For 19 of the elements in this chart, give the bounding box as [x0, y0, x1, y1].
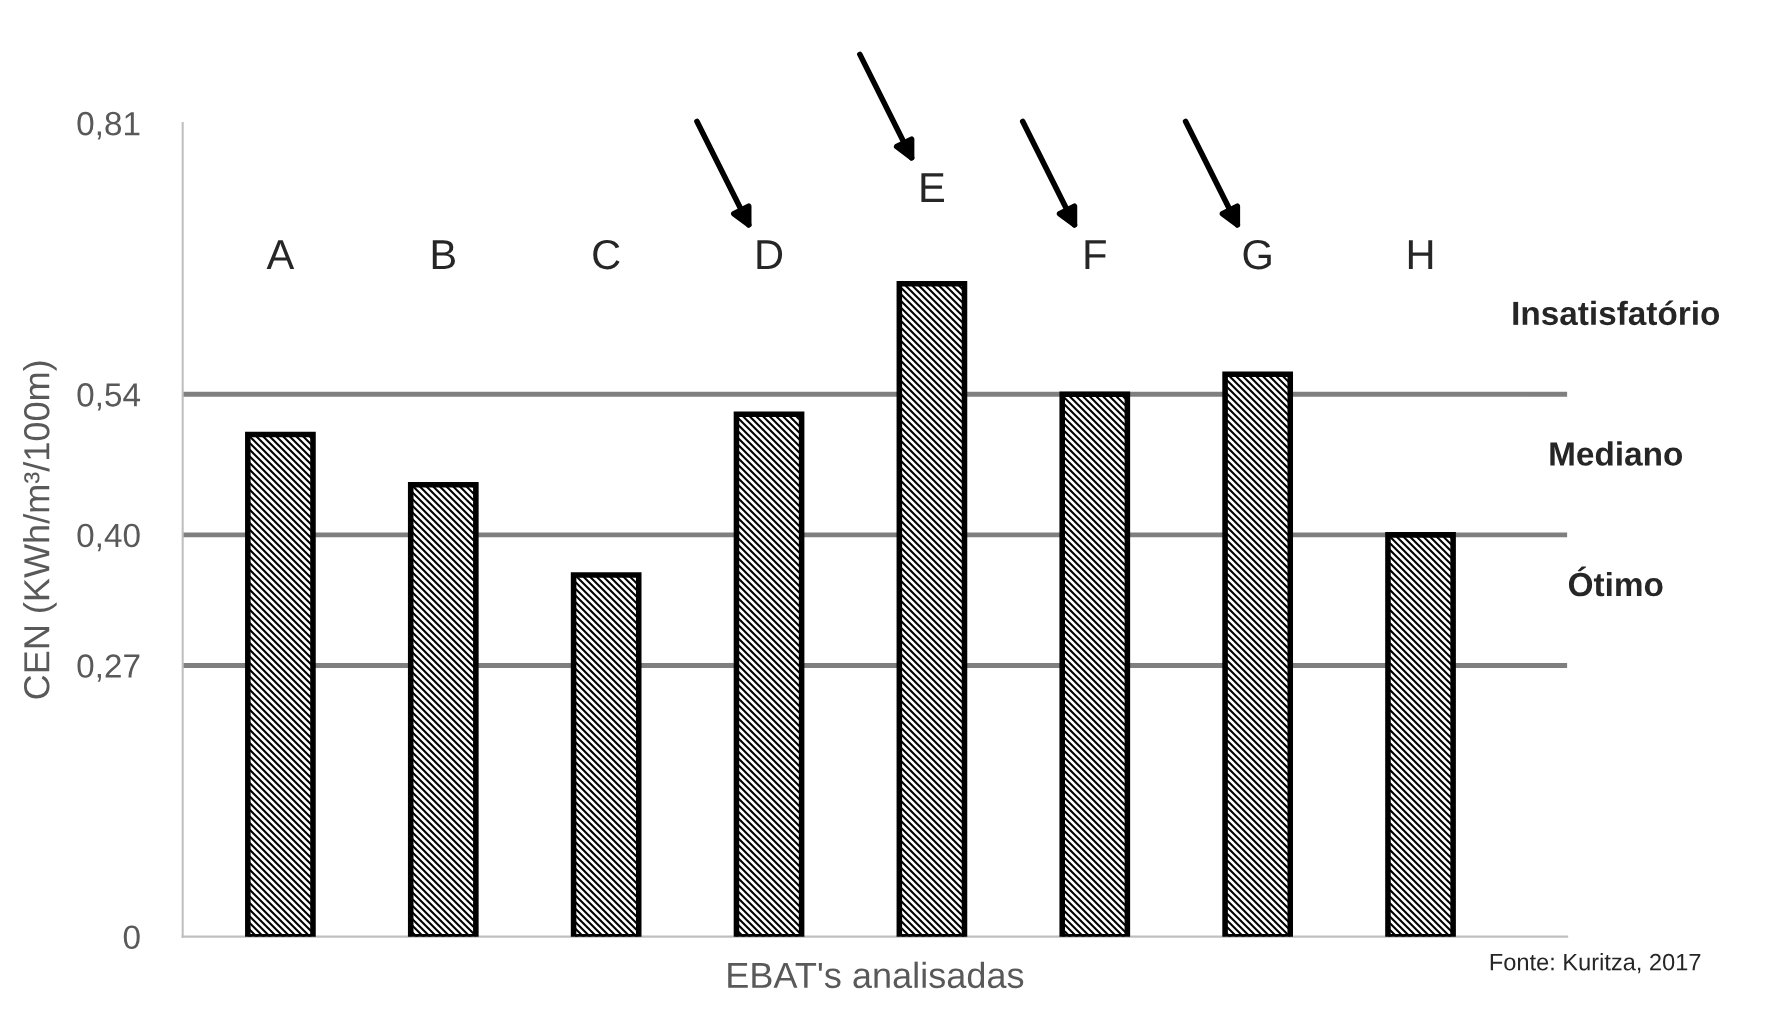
y-tick-label: 0,27 [77, 654, 140, 682]
y-axis-title: CEN (KWh/m³/100m) [23, 361, 57, 699]
x-tick-label: D [757, 240, 783, 269]
x-tick-label: E [921, 173, 945, 202]
ref-line-label: Ótimo [1568, 566, 1663, 597]
y-tick-label: 0,81 [77, 111, 140, 140]
x-axis-title: EBAT's analisadas [728, 961, 1024, 989]
x-tick-label: C [593, 239, 620, 270]
y-tick-label: 0,54 [77, 383, 141, 411]
source-note: Fonte: Kuritza, 2017 [1490, 953, 1701, 974]
ref-line-label: Insatisfatório [1513, 300, 1720, 326]
x-tick-label: B [432, 240, 455, 269]
x-tick-label: F [1085, 240, 1106, 269]
x-tick-label: A [266, 240, 295, 269]
ref-line-label: Mediano [1550, 441, 1683, 466]
y-tick-label: 0 [123, 925, 140, 950]
y-tick-label: 0,40 [77, 523, 140, 552]
x-tick-label: G [1243, 239, 1271, 270]
x-tick-label: H [1408, 240, 1433, 269]
